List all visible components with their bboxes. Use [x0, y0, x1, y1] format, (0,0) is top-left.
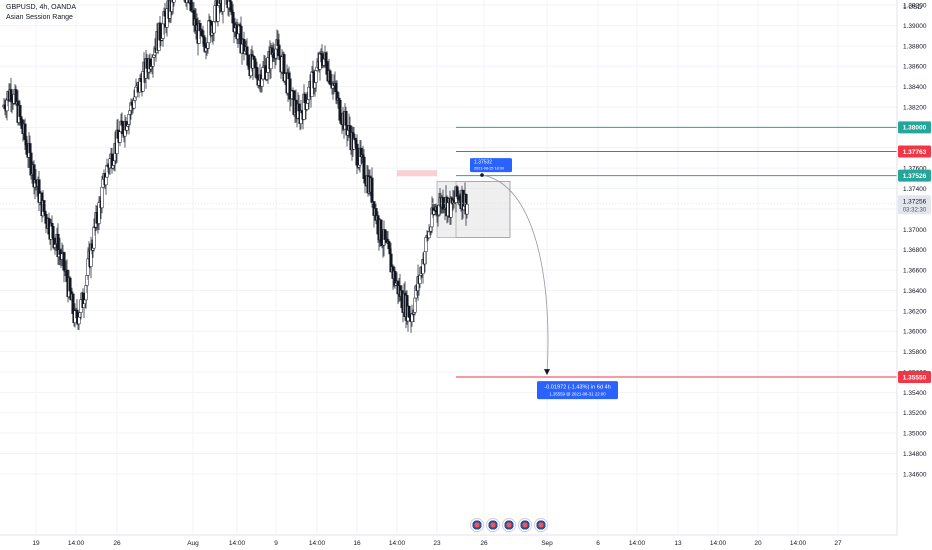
projection-result-badge: [537, 381, 618, 400]
time-tick-label: 26: [113, 540, 121, 547]
time-tick-label: 14:00: [629, 540, 646, 547]
candle-body: [387, 241, 391, 250]
time-tick-label: 27: [834, 540, 842, 547]
event-flag-icon[interactable]: [486, 518, 500, 532]
price-axis-bg: [897, 0, 932, 550]
asian-session-box: [397, 170, 511, 238]
countdown-label: 03:32:30: [903, 208, 927, 214]
time-tick-label: 20: [754, 540, 762, 547]
price-badge: [898, 169, 931, 182]
candles: [2, 0, 469, 333]
price-tick-label: 1.38400: [903, 84, 927, 91]
current-price-badge: [898, 195, 931, 215]
event-flag-icon[interactable]: [502, 518, 516, 532]
time-tick-label: 14:00: [710, 540, 727, 547]
time-tick-label: 13: [674, 540, 682, 547]
candle-body: [465, 204, 469, 215]
time-tick-label: 9: [274, 540, 278, 547]
candle-body: [51, 226, 55, 239]
time-tick-label: 14:00: [229, 540, 246, 547]
price-axis: 1 USD 1.34600 1.34800 1.35000 1.35200 1.35400…: [896, 0, 932, 550]
candle-body: [77, 316, 81, 325]
price-tick-label: 1.34800: [903, 451, 927, 458]
event-flag-icon[interactable]: [534, 518, 548, 532]
candle-body: [18, 105, 22, 117]
price-tick-label: 1.35200: [903, 410, 927, 417]
time-tick-label: 14:00: [309, 540, 326, 547]
price-badge-label: 1.35550: [903, 374, 927, 381]
price-tick-label: 1.38200: [903, 105, 927, 112]
time-tick-label: 6: [596, 540, 600, 547]
time-tick-label: 14:00: [389, 540, 406, 547]
price-tick-label: 1.38800: [903, 43, 927, 50]
price-tick-label: 1.37600: [903, 166, 927, 173]
projection-target-label: 1.35559 @ 2021-08-31 22:00: [549, 392, 606, 397]
price-tick-label: 1.37400: [903, 186, 927, 193]
projection-arrowhead: [544, 369, 550, 376]
price-tick-label: 1.36200: [903, 308, 927, 315]
start-date-label: 2021-08-25 18:00: [474, 167, 504, 171]
candle-body: [370, 177, 374, 203]
event-flag-icon[interactable]: [470, 518, 484, 532]
projection-start-dot: [480, 173, 484, 177]
price-badge: [898, 121, 931, 134]
price-badges: 1.38000 1.37763 1.37526 1.35550 1.37256 03:32…: [470, 121, 931, 400]
price-badge-label: 1.37763: [903, 149, 927, 156]
price-badge: [898, 145, 931, 158]
indicator-label: Asian Session Range: [6, 14, 73, 21]
start-price-badge: [470, 158, 512, 173]
time-axis: 19 14:00 26 Aug 14:00 9 14:00 16 14:00 23 26 Sep 6 14…: [0, 534, 897, 547]
time-tick-label: 14:00: [68, 540, 85, 547]
time-tick-label: 19: [32, 540, 40, 547]
time-tick-label: Aug: [187, 540, 199, 547]
price-tick-label: 1.36000: [903, 329, 927, 336]
candle-body: [100, 186, 104, 209]
start-price-label: 1.37532: [474, 160, 492, 166]
price-badge-label: 1.38000: [903, 125, 927, 132]
chart-title: GBPUSD, 4h, OANDA: [6, 4, 77, 11]
price-tick-label: 1.36600: [903, 268, 927, 275]
candle-body: [305, 103, 309, 110]
candle-body: [221, 0, 225, 12]
candle-body: [261, 67, 265, 80]
projection-arrow: [480, 173, 550, 376]
price-tick-label: 1.39000: [903, 23, 927, 30]
current-price-label: 1.37256: [903, 199, 927, 206]
time-tick-label: 23: [433, 540, 441, 547]
candle-body: [216, 5, 220, 22]
candle-body: [104, 176, 108, 186]
time-tick-label: 16: [353, 540, 361, 547]
price-badge-label: 1.37526: [903, 173, 927, 180]
price-tick-label: 1.36800: [903, 247, 927, 254]
price-tick-label: 1.37000: [903, 227, 927, 234]
price-tick-label: 1.35000: [903, 431, 927, 438]
events-flags[interactable]: [470, 518, 548, 532]
time-tick-label: Sep: [541, 540, 553, 547]
price-tick-label: 1.34600: [903, 471, 927, 478]
resistance-zone: [397, 170, 437, 177]
candle-body: [314, 70, 318, 83]
candle-body: [42, 200, 46, 212]
candle-body: [379, 219, 383, 243]
candle-body: [303, 93, 307, 104]
currency-label: 1 USD: [903, 4, 922, 11]
time-tick-label: 26: [480, 540, 488, 547]
price-tick-label: 1.35400: [903, 390, 927, 397]
event-flag-icon[interactable]: [518, 518, 532, 532]
projection-change-label: -0.01972 (-1.43%) in 6d 4h: [544, 385, 611, 391]
candle-body: [185, 0, 189, 3]
price-tick-label: 1.38600: [903, 64, 927, 71]
price-tick-label: 1.39200: [903, 3, 927, 10]
candle-body: [172, 0, 176, 3]
horizontal-lines: [0, 126, 897, 378]
price-tick-label: 1.35800: [903, 349, 927, 356]
price-badge: [898, 371, 931, 384]
grid-lines: [0, 0, 897, 535]
projection-curve: [481, 174, 549, 374]
time-tick-label: 14:00: [790, 540, 807, 547]
price-tick-label: 1.36400: [903, 288, 927, 295]
